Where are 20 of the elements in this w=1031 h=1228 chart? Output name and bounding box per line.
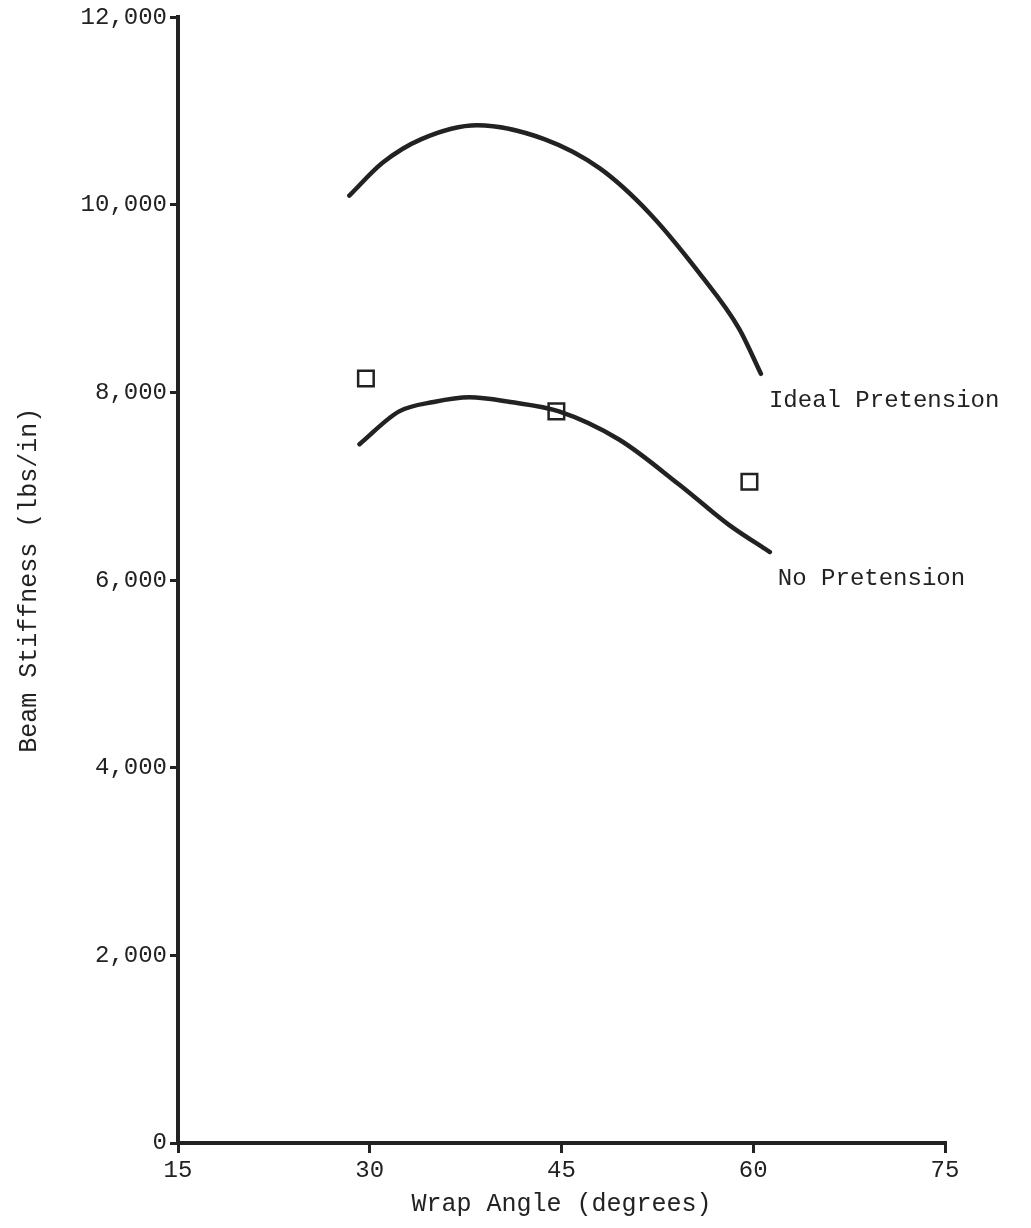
line-series: [347, 123, 764, 377]
line-series: [357, 395, 773, 555]
y-axis-title: Beam Stiffness (lbs/in): [14, 407, 44, 753]
x-tick-label: 15: [163, 1156, 193, 1184]
x-axis-title: Wrap Angle (degrees): [411, 1189, 712, 1219]
y-tick-label: 6,000: [94, 566, 167, 594]
point: [356, 369, 375, 388]
point: [740, 472, 759, 491]
x-tick-label: 60: [738, 1156, 768, 1184]
series-label: No Pretension: [777, 565, 966, 593]
y-tick-label: 0: [152, 1129, 167, 1157]
x-tick-label: 45: [547, 1156, 576, 1184]
y-tick-label: 8,000: [94, 378, 167, 406]
series-label: Ideal Pretension: [768, 387, 1000, 415]
y-tick-label: 2,000: [94, 941, 167, 969]
x-tick-label: 30: [355, 1156, 385, 1184]
y-tick-label: 10,000: [80, 191, 167, 219]
x-tick-label: 75: [930, 1156, 960, 1184]
y-tick-label: 12,000: [80, 3, 167, 31]
y-tick-label: 4,000: [94, 754, 167, 782]
